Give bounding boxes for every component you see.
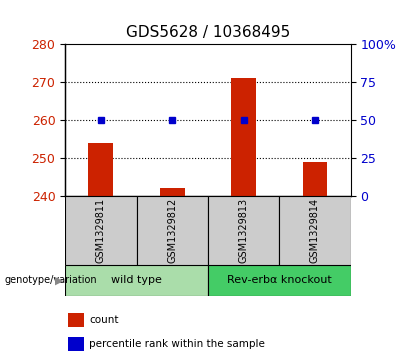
Bar	[160, 188, 185, 196]
Bar	[231, 78, 256, 196]
Text: GSM1329814: GSM1329814	[310, 198, 320, 263]
Title: GDS5628 / 10368495: GDS5628 / 10368495	[126, 25, 290, 40]
Text: GSM1329812: GSM1329812	[167, 198, 177, 263]
Text: count: count	[89, 315, 119, 325]
Text: percentile rank within the sample: percentile rank within the sample	[89, 339, 265, 349]
Text: genotype/variation: genotype/variation	[4, 276, 97, 285]
Text: GSM1329811: GSM1329811	[96, 198, 106, 263]
Bar	[208, 196, 279, 265]
Bar	[279, 196, 351, 265]
Bar	[88, 143, 113, 196]
Bar	[136, 196, 208, 265]
Text: wild type: wild type	[111, 276, 162, 285]
Bar	[302, 162, 328, 196]
Bar	[68, 337, 84, 351]
Text: GSM1329813: GSM1329813	[239, 198, 249, 263]
Text: ▶: ▶	[55, 276, 63, 285]
Bar	[65, 265, 208, 296]
Bar	[65, 196, 136, 265]
Bar	[68, 313, 84, 327]
Bar	[208, 265, 351, 296]
Text: Rev-erbα knockout: Rev-erbα knockout	[227, 276, 332, 285]
